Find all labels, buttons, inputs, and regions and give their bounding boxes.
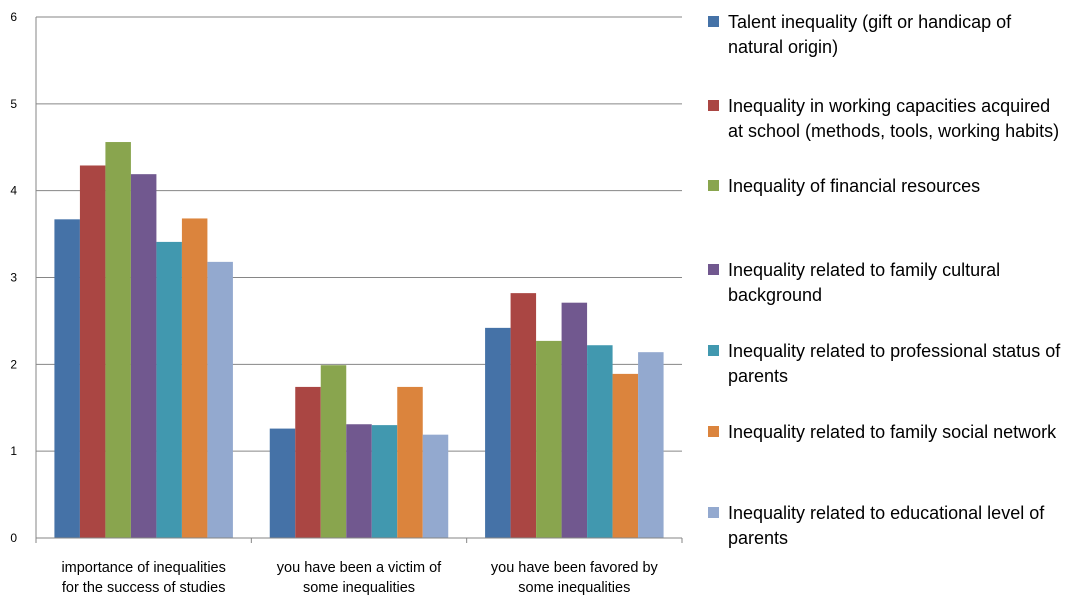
bar-1-6 bbox=[181, 218, 208, 538]
bar-3-7 bbox=[638, 352, 664, 538]
bar-2-1 bbox=[269, 428, 296, 538]
legend-label: Inequality related to family social netw… bbox=[728, 422, 1057, 442]
y-tick-label: 6 bbox=[10, 10, 17, 24]
legend-label: Talent inequality (gift or handicap of n… bbox=[728, 12, 1012, 57]
bar-2-4 bbox=[346, 424, 372, 538]
legend-label: Inequality related to professional statu… bbox=[728, 341, 1061, 386]
legend-item: Inequality of financial resources bbox=[708, 174, 1062, 199]
bar-3-4 bbox=[561, 302, 588, 538]
bar-1-2 bbox=[79, 165, 106, 539]
legend-swatch bbox=[708, 180, 719, 191]
bar-1-3 bbox=[105, 142, 131, 539]
legend-item: Inequality related to professional statu… bbox=[708, 339, 1062, 389]
y-tick-label: 2 bbox=[10, 357, 17, 371]
bar-3-3 bbox=[536, 340, 562, 538]
bar-3-2 bbox=[510, 293, 537, 538]
legend-item: Inequality related to educational level … bbox=[708, 501, 1062, 551]
y-axis: 0 1 2 3 4 5 6 bbox=[10, 10, 37, 545]
bar-2-5 bbox=[371, 425, 398, 538]
legend-item: Inequality in working capacities acquire… bbox=[708, 94, 1062, 144]
category-label: you have been favored by bbox=[491, 560, 659, 576]
bar-3-1 bbox=[485, 327, 511, 538]
y-tick-label: 1 bbox=[10, 444, 17, 458]
bar-1-4 bbox=[130, 174, 157, 538]
bar-1-5 bbox=[156, 241, 182, 539]
y-tick-label: 3 bbox=[10, 271, 17, 285]
bar-2-7 bbox=[422, 434, 449, 538]
bar-2-3 bbox=[320, 365, 347, 538]
bars bbox=[54, 142, 664, 539]
category-label: for the success of studies bbox=[62, 580, 226, 596]
legend-swatch bbox=[708, 507, 719, 518]
category-label: you have been a victim of bbox=[277, 560, 442, 576]
legend-swatch bbox=[708, 100, 719, 111]
y-tick-label: 5 bbox=[10, 97, 17, 111]
bar-1-7 bbox=[207, 261, 233, 538]
legend-swatch bbox=[708, 426, 719, 437]
legend-item: Inequality related to family cultural ba… bbox=[708, 258, 1062, 308]
category-label: some inequalities bbox=[518, 580, 630, 596]
category-label: importance of inequalities bbox=[61, 560, 225, 576]
y-tick-label: 0 bbox=[10, 531, 17, 545]
bar-1-1 bbox=[54, 219, 80, 539]
legend-label: Inequality in working capacities acquire… bbox=[728, 96, 1060, 141]
category-label: some inequalities bbox=[303, 580, 415, 596]
bar-2-2 bbox=[295, 386, 321, 538]
bar-2-6 bbox=[397, 386, 423, 538]
y-tick-label: 4 bbox=[10, 184, 17, 198]
legend-label: Inequality of financial resources bbox=[728, 176, 981, 196]
legend-swatch bbox=[708, 264, 719, 275]
legend-swatch bbox=[708, 16, 719, 27]
x-axis: importance of inequalities for the succes… bbox=[35, 537, 683, 596]
legend-label: Inequality related to family cultural ba… bbox=[728, 260, 1001, 305]
legend-swatch bbox=[708, 345, 719, 356]
bar-3-6 bbox=[612, 373, 639, 538]
legend-item: Inequality related to family social netw… bbox=[708, 420, 1062, 445]
legend-item: Talent inequality (gift or handicap of n… bbox=[708, 10, 1062, 60]
legend: Talent inequality (gift or handicap of n… bbox=[708, 10, 1062, 570]
legend-label: Inequality related to educational level … bbox=[728, 503, 1045, 548]
bar-chart: 0 1 2 3 4 5 6 importance of inequalities for th… bbox=[10, 10, 683, 596]
bar-3-5 bbox=[587, 345, 613, 538]
